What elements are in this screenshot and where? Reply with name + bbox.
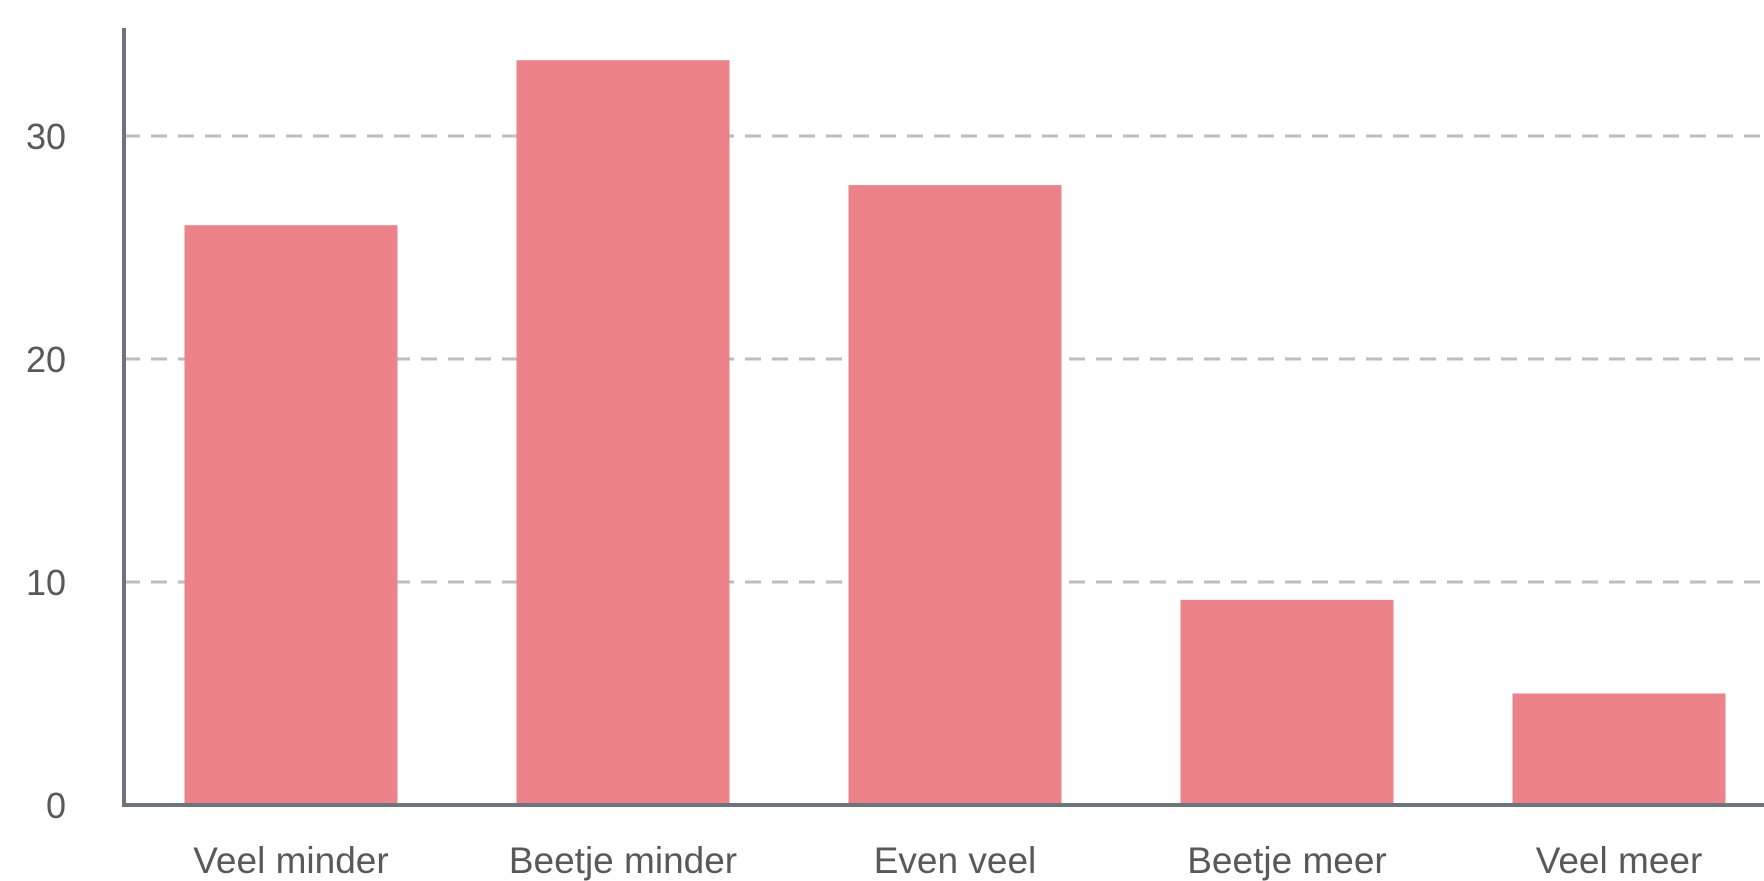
bar-beetje-meer <box>1180 599 1394 805</box>
y-tick-labels: 0 10 20 30 <box>26 116 66 826</box>
x-tick-label-veel-minder: Veel minder <box>193 840 388 881</box>
bar-even-veel <box>848 185 1062 805</box>
y-tick-label-30: 30 <box>26 116 66 157</box>
y-tick-label-20: 20 <box>26 339 66 380</box>
axes <box>122 28 1764 807</box>
x-tick-label-beetje-meer: Beetje meer <box>1187 840 1387 881</box>
x-tick-label-even-veel: Even veel <box>874 840 1037 881</box>
x-tick-label-veel-meer: Veel meer <box>1536 840 1703 881</box>
bar-beetje-minder <box>516 60 730 806</box>
bars <box>184 60 1726 806</box>
y-tick-label-10: 10 <box>26 562 66 603</box>
bar-veel-meer <box>1512 693 1726 805</box>
x-tick-label-beetje-minder: Beetje minder <box>509 840 737 881</box>
x-tick-labels: Veel minder Beetje minder Even veel Beetje … <box>193 840 1702 881</box>
y-tick-label-0: 0 <box>46 785 66 826</box>
bar-veel-minder <box>184 225 398 805</box>
